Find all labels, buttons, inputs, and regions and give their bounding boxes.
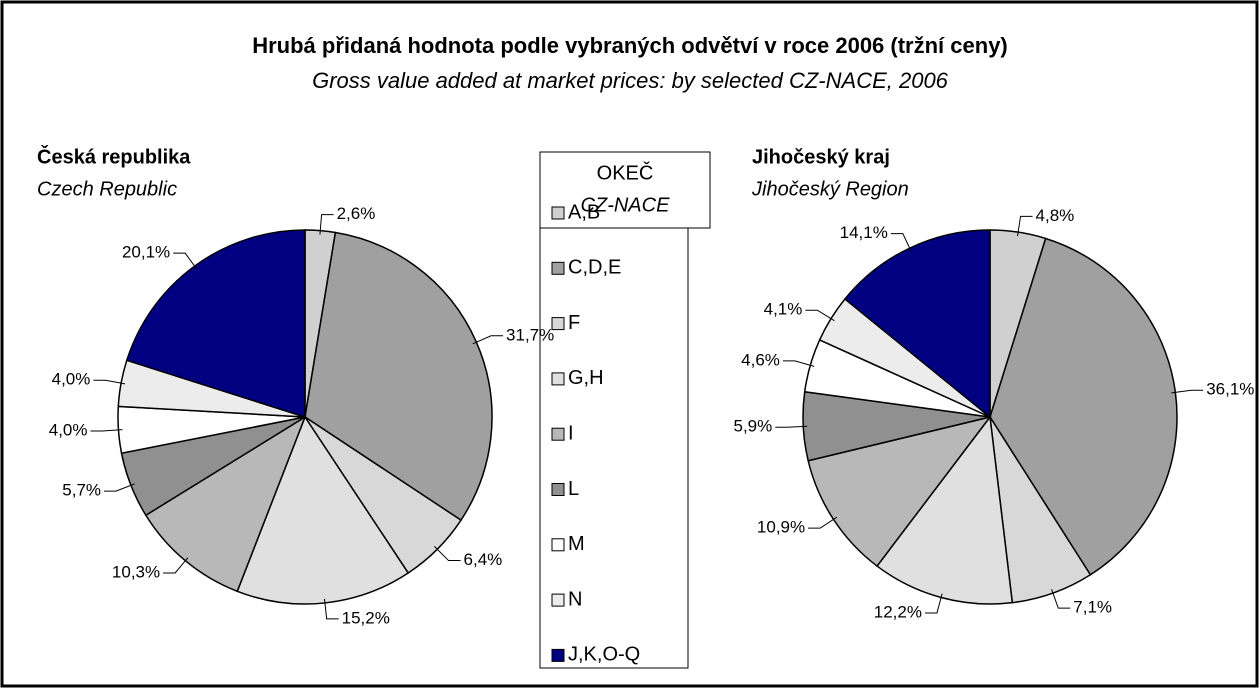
leader-line <box>1171 389 1204 394</box>
data-label: 4,0% <box>52 370 91 389</box>
legend-box <box>539 227 689 669</box>
data-label: 6,4% <box>464 550 503 569</box>
legend-swatch <box>551 427 565 441</box>
data-label: 36,1% <box>1206 380 1254 399</box>
data-label: 14,1% <box>840 223 888 242</box>
data-label: 5,7% <box>62 481 101 500</box>
legend-label: I <box>568 422 574 444</box>
leader-line <box>173 252 198 270</box>
data-label: 4,8% <box>1036 206 1075 225</box>
legend-title-box <box>539 151 711 229</box>
data-label: 2,6% <box>337 204 376 223</box>
legend-label: A,B <box>568 201 600 223</box>
leader-line <box>319 214 334 235</box>
data-label: 4,1% <box>764 300 803 319</box>
leader-line <box>163 557 189 574</box>
data-label: 20,1% <box>122 243 170 262</box>
leader-line <box>782 360 815 367</box>
chart-title: Hrubá přidaná hodnota podle vybraných od… <box>252 33 1008 58</box>
pie-subtitle: Czech Republic <box>37 178 177 200</box>
legend-label: M <box>568 533 585 555</box>
legend-swatch <box>551 593 565 607</box>
legend-label: F <box>568 312 580 334</box>
pie-title: Česká republika <box>37 144 191 168</box>
data-label: 4,0% <box>49 421 88 440</box>
leader-line <box>924 593 943 614</box>
leader-line <box>890 233 912 252</box>
legend-label: L <box>568 478 579 500</box>
legend-label: J,K,O-Q <box>568 644 640 666</box>
legend-title: CZ-NACE <box>581 194 671 216</box>
leader-line <box>90 429 123 432</box>
leader-line <box>805 309 835 322</box>
legend-swatch <box>551 648 565 662</box>
pie-subtitle: Jihočeský Region <box>751 178 909 200</box>
legend-swatch <box>551 206 565 220</box>
data-label: 10,9% <box>757 518 805 537</box>
data-label: 10,3% <box>112 562 160 581</box>
leader-line <box>808 516 838 529</box>
legend-swatch <box>551 261 565 275</box>
data-label: 7,1% <box>1073 598 1112 617</box>
leader-line <box>1017 215 1033 237</box>
legend-label: N <box>568 588 582 610</box>
legend-label: C,D,E <box>568 257 621 279</box>
data-label: 31,7% <box>506 325 554 344</box>
leader-line <box>775 425 808 428</box>
leader-line <box>104 483 135 492</box>
data-label: 5,9% <box>734 417 773 436</box>
leader-line <box>324 598 339 620</box>
pie-title: Jihočeský kraj <box>752 146 890 168</box>
chart-subtitle: Gross value added at market prices: by s… <box>312 68 949 93</box>
data-label: 15,2% <box>342 608 390 627</box>
data-label: 12,2% <box>874 602 922 621</box>
legend-title: OKEČ <box>597 161 654 184</box>
leader-line <box>1051 589 1071 609</box>
legend-swatch <box>551 372 565 386</box>
legend-swatch <box>551 538 565 552</box>
legend-swatch <box>551 483 565 496</box>
legend-swatch <box>551 317 565 331</box>
leader-line <box>434 546 461 562</box>
leader-line <box>472 335 504 345</box>
data-label: 4,6% <box>741 350 780 369</box>
leader-line <box>93 379 126 385</box>
legend-label: G,H <box>568 367 604 389</box>
